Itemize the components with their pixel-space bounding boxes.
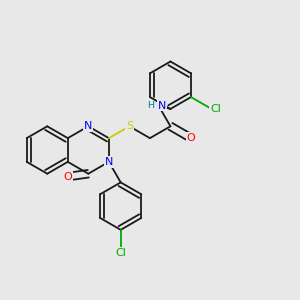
Text: Cl: Cl: [115, 248, 126, 258]
Text: S: S: [126, 121, 133, 131]
Text: N: N: [84, 121, 92, 131]
Text: Cl: Cl: [210, 104, 221, 114]
Text: N: N: [105, 157, 113, 167]
Text: H: H: [147, 101, 154, 110]
Text: N: N: [158, 101, 166, 111]
Text: O: O: [187, 133, 195, 143]
Text: O: O: [64, 172, 73, 182]
